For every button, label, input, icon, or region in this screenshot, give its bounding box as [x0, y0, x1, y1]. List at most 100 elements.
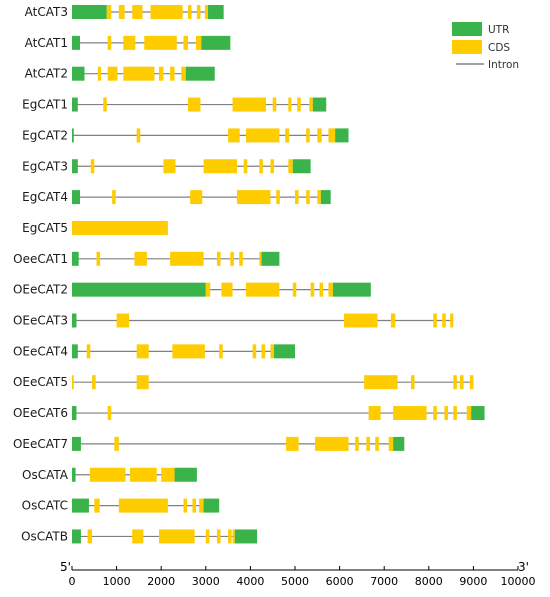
cds-segment — [181, 66, 186, 81]
cds-segment — [285, 128, 290, 143]
gene-row: AtCAT1 — [25, 35, 231, 50]
cds-segment — [433, 313, 437, 328]
cds-segment — [123, 35, 136, 50]
cds-segment — [112, 190, 116, 205]
cds-segment — [144, 35, 177, 50]
cds-segment — [114, 436, 119, 451]
cds-segment — [288, 97, 292, 112]
cds-segment — [270, 159, 275, 174]
gene-row: OEeCAT2 — [13, 282, 371, 297]
gene-row: OeeCAT1 — [13, 251, 280, 266]
cds-segment — [187, 97, 201, 112]
gene-name-label: AtCAT3 — [25, 5, 68, 19]
cds-segment — [453, 375, 457, 390]
gene-name-label: OEeCAT4 — [13, 344, 68, 358]
utr-segment — [72, 35, 81, 50]
gene-row: OEeCAT7 — [13, 436, 405, 451]
utr-segment — [332, 282, 371, 297]
cds-segment — [199, 498, 204, 513]
axis-start-label: 5' — [60, 560, 71, 574]
cds-segment — [433, 406, 437, 421]
axis-tick-label: 5000 — [281, 575, 309, 588]
cds-segment — [245, 128, 280, 143]
length-axis: 5' 3' 0 1000 2000 3000 4000 5000 6000 7000 8000 9… — [60, 560, 536, 588]
cds-segment — [393, 406, 427, 421]
cds-segment — [86, 344, 91, 359]
cds-segment — [297, 97, 301, 112]
cds-segment — [216, 251, 221, 266]
gene-name-label: OsCATB — [21, 529, 68, 543]
cds-segment — [116, 313, 130, 328]
axis-tick-label: 3000 — [192, 575, 220, 588]
gene-row: OsCATB — [21, 529, 258, 544]
axis-tick-label: 10000 — [501, 575, 536, 588]
utr-segment — [72, 97, 78, 112]
cds-segment — [187, 5, 192, 19]
axis-tick-label: 0 — [69, 575, 76, 588]
cds-segment — [136, 128, 141, 143]
cds-segment — [466, 406, 472, 421]
gene-row: OEeCAT3 — [13, 313, 454, 328]
cds-segment — [96, 251, 101, 266]
cds-segment — [232, 529, 235, 544]
cds-segment — [230, 251, 234, 266]
cds-segment — [118, 5, 125, 19]
cds-segment — [89, 467, 126, 482]
cds-segment — [107, 66, 118, 81]
gene-name-label: AtCAT2 — [25, 67, 68, 81]
cds-segment — [132, 5, 143, 19]
cds-segment — [295, 190, 299, 205]
gene-row: OsCATA — [22, 467, 197, 482]
cds-segment — [442, 313, 446, 328]
cds-segment — [355, 436, 359, 451]
cds-segment — [286, 436, 299, 451]
cds-segment — [410, 375, 415, 390]
gene-row: EgCAT3 — [22, 159, 311, 174]
utr-segment — [72, 5, 107, 19]
cds-segment — [328, 128, 336, 143]
cds-segment — [237, 190, 271, 205]
gene-name-label: EgCAT4 — [22, 190, 68, 204]
utr-segment — [208, 5, 224, 19]
cds-segment — [94, 498, 100, 513]
utr-segment — [72, 406, 77, 421]
cds-segment — [239, 251, 243, 266]
cds-segment — [272, 97, 277, 112]
cds-segment — [72, 220, 168, 235]
utr-segment — [72, 467, 76, 482]
cds-segment — [292, 282, 297, 297]
gene-name-label: OEeCAT2 — [13, 283, 68, 297]
utr-segment — [72, 66, 85, 81]
cds-segment — [163, 159, 176, 174]
cds-segment — [103, 97, 107, 112]
utr-segment — [261, 251, 280, 266]
cds-segment — [261, 344, 266, 359]
cds-segment — [172, 344, 205, 359]
gene-name-label: EgCAT2 — [22, 128, 68, 142]
cds-segment — [97, 66, 101, 81]
gene-row: OEeCAT5 — [13, 375, 474, 390]
cds-segment — [192, 498, 196, 513]
axis-tick-label: 7000 — [370, 575, 398, 588]
cds-segment — [183, 498, 188, 513]
cds-segment — [344, 313, 378, 328]
cds-segment — [388, 436, 394, 451]
utr-segment — [72, 190, 81, 205]
cds-segment — [136, 344, 149, 359]
cds-segment — [136, 375, 149, 390]
cds-segment — [319, 282, 324, 297]
cds-segment — [72, 375, 74, 390]
cds-segment — [190, 190, 203, 205]
gene-name-label: OEeCAT7 — [13, 437, 68, 451]
cds-segment — [195, 35, 202, 50]
gene-row: EgCAT5 — [22, 220, 168, 235]
utr-segment — [471, 406, 485, 421]
cds-segment — [92, 375, 96, 390]
cds-segment — [276, 190, 280, 205]
gene-row: OsCATC — [22, 498, 220, 513]
utr-segment — [234, 529, 258, 544]
gene-name-label: EgCAT1 — [22, 98, 68, 112]
cds-segment — [306, 190, 310, 205]
axis-tick-label: 8000 — [415, 575, 443, 588]
